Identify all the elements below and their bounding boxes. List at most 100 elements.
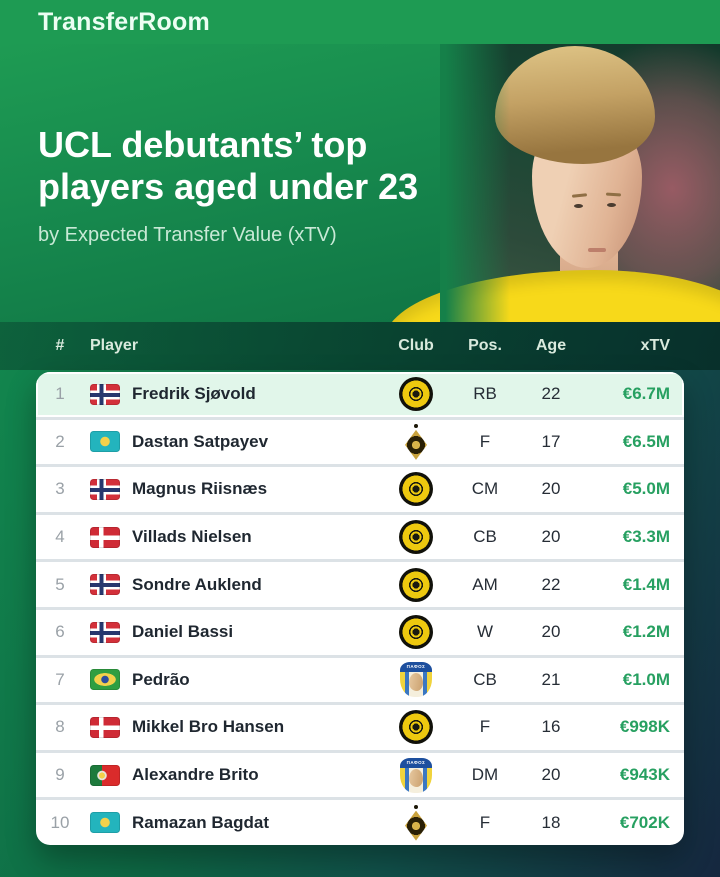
player-cell: Dastan Satpayev: [84, 431, 380, 453]
photo-detail: [607, 203, 616, 207]
rank-cell: 7: [55, 669, 65, 689]
rank-cell: 5: [55, 574, 65, 594]
player-cell: Magnus Riisnæs: [84, 478, 380, 500]
position-cell: F: [479, 717, 491, 737]
rank-cell: 2: [55, 431, 65, 451]
table-row: 2 Dastan Satpayev F 17 €6.5M: [36, 416, 684, 465]
player-name: Alexandre Brito: [132, 765, 259, 785]
player-cell: Ramazan Bagdat: [84, 812, 380, 834]
hero-text: UCL debutants’ top players aged under 23…: [38, 124, 418, 247]
position-cell: W: [476, 622, 494, 642]
table-row: 8 Mikkel Bro Hansen F 16 €998K: [36, 702, 684, 750]
club-cell: [380, 377, 452, 412]
player-name: Daniel Bassi: [132, 622, 234, 642]
position-cell: F: [479, 812, 491, 832]
age-cell: 20: [541, 765, 561, 785]
position-cell: CM: [471, 479, 499, 499]
xtv-cell: €5.0M: [622, 479, 670, 499]
player-cell: Mikkel Bro Hansen: [84, 716, 380, 738]
table-section: # Player Club Pos. Age xTV 1 Fredrik Sjø…: [0, 322, 720, 877]
bodo-glimt-badge-icon: [399, 567, 433, 602]
bodo-glimt-badge-icon: [399, 710, 433, 745]
position-cell: F: [479, 431, 491, 451]
rank-cell: 10: [50, 812, 70, 832]
page-subtitle: by Expected Transfer Value (xTV): [38, 224, 337, 246]
club-cell: [380, 805, 452, 841]
player-cell: Sondre Auklend: [84, 574, 380, 596]
top-bar: TransferRoom: [0, 0, 720, 44]
table-row: 9 Alexandre Brito ΠΑΦΟΣ DM 20 €943K: [36, 749, 684, 798]
hero-section: UCL debutants’ top players aged under 23…: [0, 44, 720, 322]
player-cell: Daniel Bassi: [84, 621, 380, 643]
header-club: Club: [398, 337, 434, 354]
player-name: Sondre Auklend: [132, 574, 262, 594]
xtv-cell: €3.3M: [622, 527, 670, 547]
pafos-badge-icon: ΠΑΦΟΣ: [400, 662, 432, 698]
position-cell: RB: [473, 384, 497, 404]
photo-detail: [588, 248, 606, 252]
age-cell: 20: [541, 527, 561, 547]
rank-cell: 8: [55, 717, 65, 737]
age-cell: 20: [541, 622, 561, 642]
kairat-badge-icon: [404, 424, 428, 460]
norway-flag-icon: [90, 383, 120, 405]
xtv-cell: €6.7M: [622, 384, 670, 404]
position-cell: CB: [473, 669, 497, 689]
position-cell: AM: [472, 574, 498, 594]
player-name: Ramazan Bagdat: [132, 812, 269, 832]
player-name: Mikkel Bro Hansen: [132, 717, 285, 737]
table-row: 5 Sondre Auklend AM 22 €1.4M: [36, 559, 684, 607]
portugal-flag-icon: [90, 764, 120, 786]
xtv-cell: €943K: [619, 765, 670, 785]
club-cell: [380, 615, 452, 650]
player-cell: Pedrão: [84, 669, 380, 691]
player-cell: Villads Nielsen: [84, 526, 380, 548]
rank-cell: 9: [55, 765, 65, 785]
table-body: 1 Fredrik Sjøvold RB 22 €6.7M 2 Dastan S…: [36, 372, 684, 845]
age-cell: 21: [541, 669, 561, 689]
kazakhstan-flag-icon: [90, 431, 120, 453]
table-row: 7 Pedrão ΠΑΦΟΣ CB 21 €1.0M: [36, 654, 684, 703]
xtv-cell: €702K: [619, 812, 670, 832]
club-cell: ΠΑΦΟΣ: [380, 662, 452, 698]
header-rank: #: [55, 337, 65, 354]
club-cell: [380, 472, 452, 507]
photo-yellow-shirt: [385, 270, 720, 322]
norway-flag-icon: [90, 478, 120, 500]
kairat-badge-icon: [404, 805, 428, 841]
header-pos: Pos.: [468, 337, 502, 354]
age-cell: 22: [541, 384, 561, 404]
player-name: Fredrik Sjøvold: [132, 384, 256, 404]
age-cell: 20: [541, 479, 561, 499]
kazakhstan-flag-icon: [90, 812, 120, 834]
denmark-flag-icon: [90, 716, 120, 738]
club-cell: [380, 567, 452, 602]
rank-cell: 1: [55, 384, 65, 404]
photo-fade: [440, 44, 510, 322]
bodo-glimt-badge-icon: [399, 472, 433, 507]
xtv-cell: €1.2M: [622, 622, 670, 642]
bodo-glimt-badge-icon: [399, 377, 433, 412]
player-name: Pedrão: [132, 669, 190, 689]
player-photo: [385, 44, 720, 322]
bodo-glimt-badge-icon: [399, 615, 433, 650]
xtv-cell: €6.5M: [622, 431, 670, 451]
age-cell: 17: [541, 431, 561, 451]
photo-detail: [574, 204, 583, 208]
age-cell: 16: [541, 717, 561, 737]
club-cell: [380, 424, 452, 460]
header-player-label: Player: [90, 337, 139, 354]
player-cell: Alexandre Brito: [84, 764, 380, 786]
table-header-row: # Player Club Pos. Age xTV: [0, 322, 720, 370]
page-title-line2: players aged under 23: [38, 166, 419, 207]
player-name: Villads Nielsen: [132, 527, 252, 547]
table-row: 1 Fredrik Sjøvold RB 22 €6.7M: [36, 372, 684, 417]
xtv-cell: €1.4M: [622, 574, 670, 594]
rank-cell: 6: [55, 622, 65, 642]
xtv-cell: €1.0M: [622, 669, 670, 689]
header-player: Player: [84, 337, 380, 355]
table-row: 10 Ramazan Bagdat F 18 €702K: [36, 797, 684, 845]
pafos-badge-icon: ΠΑΦΟΣ: [400, 758, 432, 793]
norway-flag-icon: [90, 574, 120, 596]
xtv-cell: €998K: [619, 717, 670, 737]
